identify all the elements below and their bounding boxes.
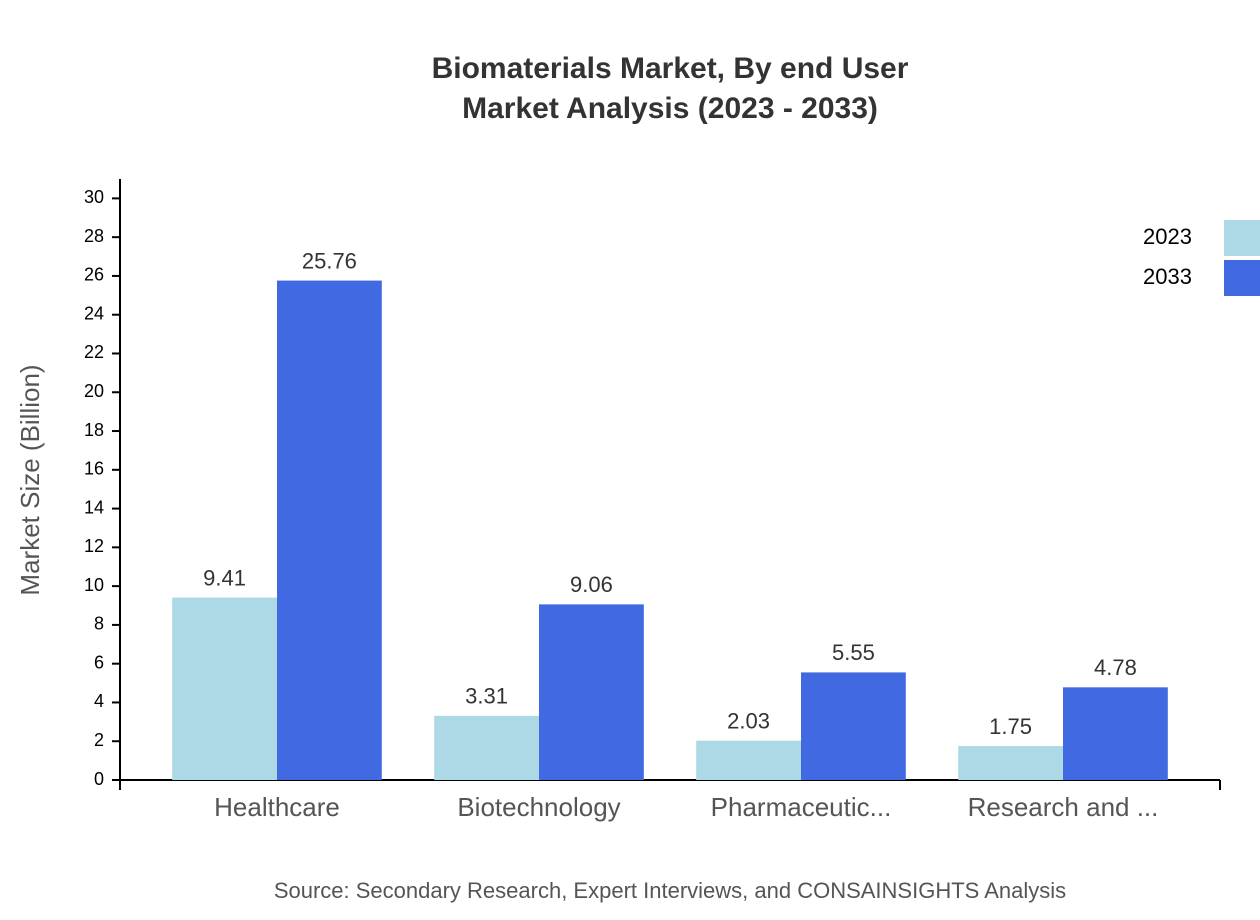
y-tick-label: 6 (94, 652, 104, 672)
x-tick-label: Research and ... (968, 792, 1159, 822)
y-tick-label: 26 (84, 265, 104, 285)
y-tick-label: 30 (84, 187, 104, 207)
y-tick-label: 10 (84, 575, 104, 595)
bar (539, 604, 644, 780)
chart-title: Biomaterials Market, By end User (432, 52, 909, 85)
y-tick-label: 18 (84, 420, 104, 440)
bar (801, 672, 906, 780)
bar (277, 280, 382, 780)
bar (958, 746, 1063, 780)
bar (172, 597, 277, 780)
x-tick-label: Pharmaceutic... (711, 792, 892, 822)
bar (696, 740, 801, 780)
value-label: 9.06 (570, 572, 613, 597)
y-tick-label: 8 (94, 614, 104, 634)
legend-swatch (1224, 220, 1260, 256)
y-tick-label: 28 (84, 226, 104, 246)
y-axis-label: Market Size (Billion) (15, 364, 45, 595)
bar (434, 715, 539, 780)
legend-label: 2033 (1143, 264, 1192, 289)
legend-swatch (1224, 260, 1260, 296)
source-note: Source: Secondary Research, Expert Inter… (274, 878, 1066, 903)
value-label: 5.55 (832, 640, 875, 665)
value-label: 9.41 (203, 565, 246, 590)
y-tick-label: 16 (84, 459, 104, 479)
value-label: 25.76 (302, 248, 357, 273)
y-tick-label: 12 (84, 536, 104, 556)
bar (1063, 687, 1168, 780)
value-label: 1.75 (989, 714, 1032, 739)
y-tick-label: 2 (94, 730, 104, 750)
legend-label: 2023 (1143, 224, 1192, 249)
chart-subtitle: Market Analysis (2023 - 2033) (462, 92, 878, 125)
y-tick-label: 0 (94, 769, 104, 789)
x-tick-label: Biotechnology (457, 792, 620, 822)
y-tick-label: 24 (84, 303, 104, 323)
value-label: 4.78 (1094, 655, 1137, 680)
value-label: 3.31 (465, 684, 508, 709)
y-tick-label: 22 (84, 342, 104, 362)
y-tick-label: 20 (84, 381, 104, 401)
y-tick-label: 14 (84, 497, 104, 517)
value-label: 2.03 (727, 708, 770, 733)
y-tick-label: 4 (94, 691, 104, 711)
x-tick-label: Healthcare (214, 792, 340, 822)
